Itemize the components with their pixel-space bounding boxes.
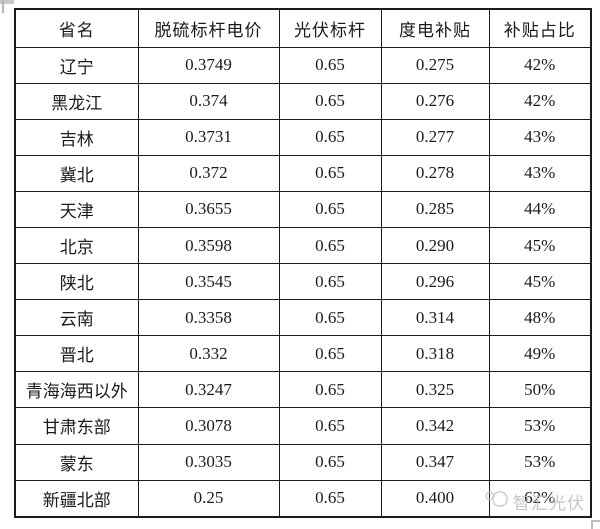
table-header: 省名 脱硫标杆电价 光伏标杆 度电补贴 补贴占比 [14, 8, 592, 48]
price-table-container: 省名 脱硫标杆电价 光伏标杆 度电补贴 补贴占比 辽宁 0.3749 0.65 0.2… [14, 8, 592, 518]
table-row: 陕北 0.3545 0.65 0.296 45% [14, 263, 592, 301]
value-cell: 0.3731 [137, 118, 280, 156]
table-row: 冀北 0.372 0.65 0.278 43% [14, 154, 592, 192]
value-cell: 0.296 [380, 263, 490, 301]
subsidy-price-table: 省名 脱硫标杆电价 光伏标杆 度电补贴 补贴占比 辽宁 0.3749 0.65 0.2… [14, 8, 592, 518]
table-row: 吉林 0.3731 0.65 0.277 43% [14, 118, 592, 156]
screenshot-corner-artifact-top-left [0, 0, 14, 4]
value-cell: 0.65 [278, 299, 382, 337]
value-cell: 48% [488, 299, 592, 337]
value-cell: 0.65 [278, 479, 382, 518]
table-row: 青海海西以外 0.3247 0.65 0.325 50% [14, 371, 592, 409]
table-row: 蒙东 0.3035 0.65 0.347 53% [14, 443, 592, 481]
value-cell: 0.374 [137, 82, 280, 120]
value-cell: 0.3078 [137, 407, 280, 445]
value-cell: 0.347 [380, 443, 490, 481]
province-cell: 甘肃东部 [14, 407, 139, 445]
table-row: 天津 0.3655 0.65 0.285 44% [14, 190, 592, 228]
province-cell: 晋北 [14, 335, 139, 373]
header-province: 省名 [14, 8, 139, 48]
value-cell: 0.3598 [137, 226, 280, 265]
value-cell: 0.325 [380, 371, 490, 409]
header-per-kwh-subsidy: 度电补贴 [380, 8, 490, 48]
value-cell: 42% [488, 82, 592, 120]
value-cell: 0.65 [278, 118, 382, 156]
screenshot-corner-artifact-bottom-right [591, 520, 600, 529]
value-cell: 0.25 [137, 479, 280, 518]
province-cell: 辽宁 [14, 46, 139, 84]
table-row: 黑龙江 0.374 0.65 0.276 42% [14, 82, 592, 120]
province-cell: 吉林 [14, 118, 139, 156]
header-desulfur-benchmark: 脱硫标杆电价 [137, 8, 280, 48]
value-cell: 0.65 [278, 46, 382, 84]
value-cell: 0.342 [380, 407, 490, 445]
value-cell: 0.65 [278, 407, 382, 445]
value-cell: 0.65 [278, 371, 382, 409]
value-cell: 0.275 [380, 46, 490, 84]
value-cell: 53% [488, 443, 592, 481]
table-body: 辽宁 0.3749 0.65 0.275 42% 黑龙江 0.374 0.65 0.276 42%… [14, 46, 592, 518]
value-cell: 43% [488, 154, 592, 192]
value-cell: 0.3655 [137, 190, 280, 228]
value-cell: 42% [488, 46, 592, 84]
value-cell: 0.3247 [137, 371, 280, 409]
value-cell: 0.65 [278, 443, 382, 481]
province-cell: 蒙东 [14, 443, 139, 481]
value-cell: 50% [488, 371, 592, 409]
header-pv-benchmark: 光伏标杆 [278, 8, 382, 48]
value-cell: 0.290 [380, 226, 490, 265]
table-row: 云南 0.3358 0.65 0.314 48% [14, 299, 592, 337]
value-cell: 45% [488, 263, 592, 301]
table-row: 新疆北部 0.25 0.65 0.400 62% [14, 479, 592, 518]
value-cell: 0.65 [278, 154, 382, 192]
value-cell: 0.400 [380, 479, 490, 518]
province-cell: 陕北 [14, 263, 139, 301]
province-cell: 北京 [14, 226, 139, 265]
value-cell: 0.276 [380, 82, 490, 120]
value-cell: 0.314 [380, 299, 490, 337]
table-row: 晋北 0.332 0.65 0.318 49% [14, 335, 592, 373]
value-cell: 0.65 [278, 190, 382, 228]
value-cell: 0.65 [278, 226, 382, 265]
province-cell: 天津 [14, 190, 139, 228]
value-cell: 43% [488, 118, 592, 156]
value-cell: 0.3035 [137, 443, 280, 481]
value-cell: 0.3545 [137, 263, 280, 301]
value-cell: 45% [488, 226, 592, 265]
value-cell: 0.65 [278, 82, 382, 120]
province-cell: 冀北 [14, 154, 139, 192]
value-cell: 0.65 [278, 263, 382, 301]
table-row: 甘肃东部 0.3078 0.65 0.342 53% [14, 407, 592, 445]
table-row: 辽宁 0.3749 0.65 0.275 42% [14, 46, 592, 84]
value-cell: 0.3358 [137, 299, 280, 337]
value-cell: 0.372 [137, 154, 280, 192]
province-cell: 黑龙江 [14, 82, 139, 120]
value-cell: 53% [488, 407, 592, 445]
header-row: 省名 脱硫标杆电价 光伏标杆 度电补贴 补贴占比 [14, 8, 592, 48]
province-cell: 云南 [14, 299, 139, 337]
value-cell: 0.318 [380, 335, 490, 373]
value-cell: 0.332 [137, 335, 280, 373]
province-cell: 青海海西以外 [14, 371, 139, 409]
value-cell: 49% [488, 335, 592, 373]
table-row: 北京 0.3598 0.65 0.290 45% [14, 226, 592, 265]
value-cell: 0.285 [380, 190, 490, 228]
value-cell: 0.3749 [137, 46, 280, 84]
value-cell: 0.65 [278, 335, 382, 373]
value-cell: 0.278 [380, 154, 490, 192]
province-cell: 新疆北部 [14, 479, 139, 518]
value-cell: 0.277 [380, 118, 490, 156]
screenshot-corner-artifact-top-left-line [2, 0, 4, 13]
value-cell: 44% [488, 190, 592, 228]
header-subsidy-ratio: 补贴占比 [488, 8, 592, 48]
value-cell: 62% [488, 479, 592, 518]
